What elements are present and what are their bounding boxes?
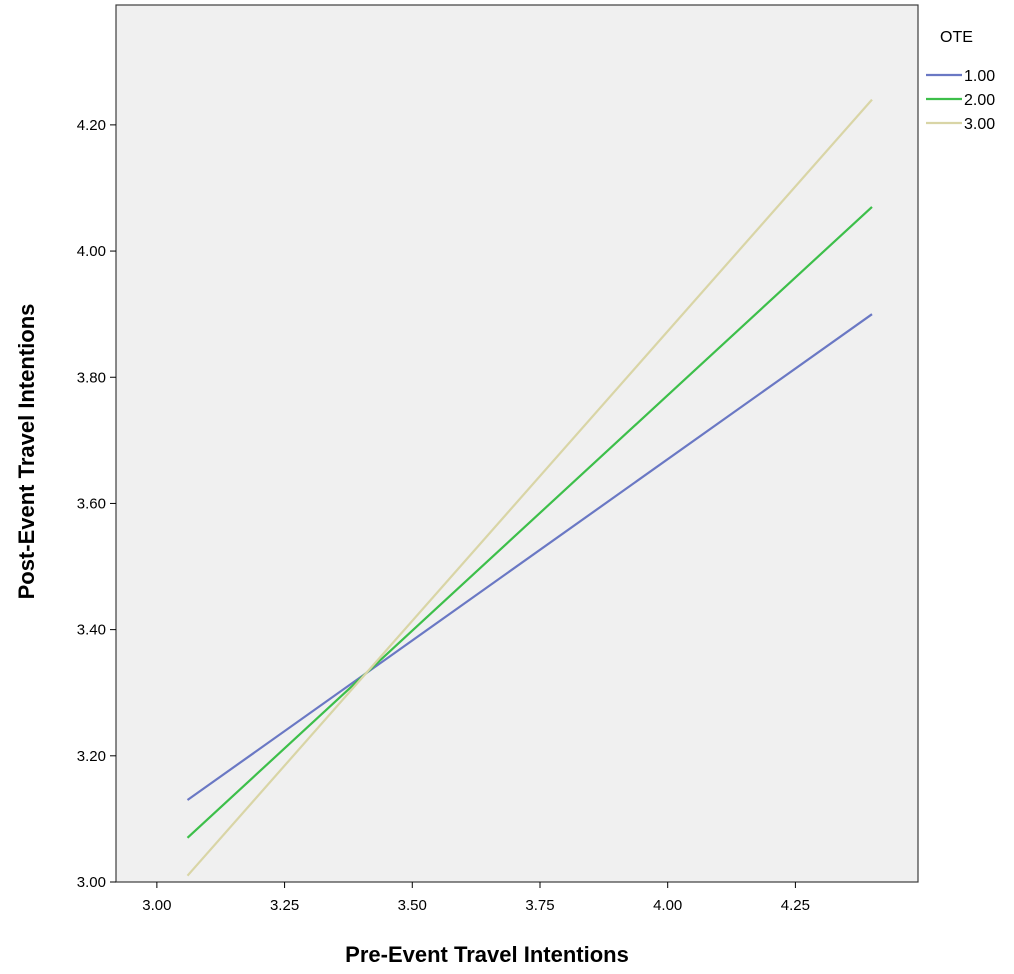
y-tick-label: 4.00	[77, 243, 106, 260]
y-tick-label: 3.80	[77, 369, 106, 386]
x-tick-label: 3.25	[270, 897, 299, 914]
series-line-2	[186, 206, 873, 839]
x-tick-label: 4.25	[781, 897, 810, 914]
legend: OTE 1.00 2.00 3.00	[926, 29, 995, 133]
series-layer	[186, 98, 873, 877]
legend-label-1: 1.00	[964, 68, 995, 85]
legend-title: OTE	[940, 29, 973, 46]
y-axis: 3.00 3.20 3.40 3.60 3.80 4.00 4.20	[77, 117, 116, 891]
series-line-1	[186, 313, 873, 801]
series-line-3	[186, 98, 873, 877]
y-tick-label: 3.00	[77, 874, 106, 891]
x-tick-label: 4.00	[653, 897, 682, 914]
x-tick-label: 3.75	[525, 897, 554, 914]
y-tick-label: 3.20	[77, 748, 106, 765]
x-tick-label: 3.00	[142, 897, 171, 914]
plot-area	[115, 4, 919, 883]
y-tick-label: 3.40	[77, 622, 106, 639]
x-axis-title: Pre-Event Travel Intentions	[345, 942, 629, 967]
y-tick-label: 4.20	[77, 117, 106, 134]
legend-label-3: 3.00	[964, 116, 995, 133]
legend-label-2: 2.00	[964, 92, 995, 109]
x-tick-label: 3.50	[398, 897, 427, 914]
x-axis: 3.00 3.25 3.50 3.75 4.00 4.25	[142, 882, 810, 914]
y-tick-label: 3.60	[77, 495, 106, 512]
y-axis-title: Post-Event Travel Intentions	[14, 304, 39, 600]
